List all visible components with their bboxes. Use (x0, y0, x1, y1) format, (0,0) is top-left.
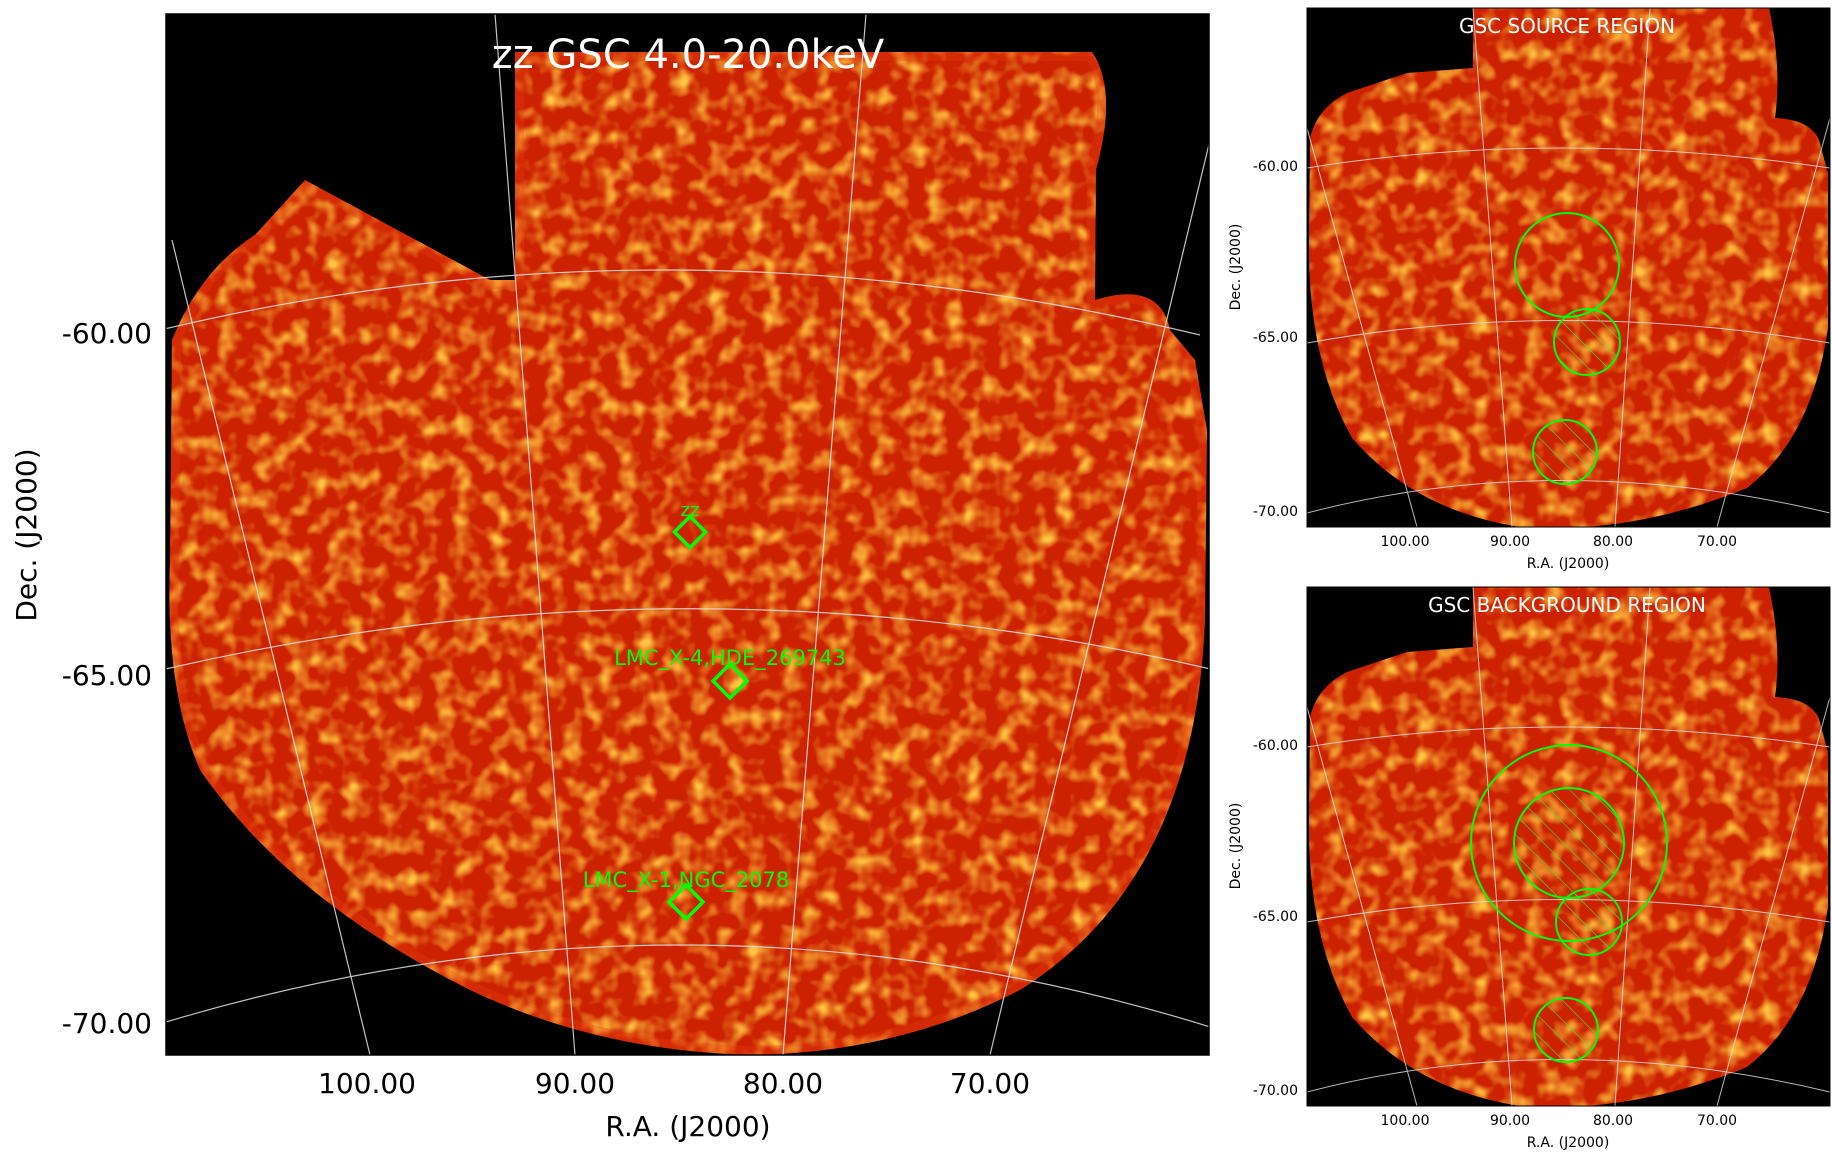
background-annulus-inner (1513, 787, 1625, 899)
source-label: LMC_X-1,NGC_2078 (583, 868, 790, 893)
main-panel: zz GSC 4.0-20.0keV zz LMC_X-4,HDE_269743… (10, 13, 1210, 1143)
source-y-axis-label: Dec. (J2000) (1228, 224, 1244, 311)
y-tick-label: -60.00 (62, 317, 152, 350)
background-panel-title: GSC BACKGROUND REGION (1428, 593, 1706, 617)
source-region-panel: GSC SOURCE REGION -60.00 -65.00 -70.00 1… (1228, 7, 1831, 572)
background-x-ticks: 100.00 90.00 80.00 70.00 (1381, 1113, 1738, 1129)
source-y-ticks: -60.00 -65.00 -70.00 (1253, 159, 1298, 520)
background-x-axis-label: R.A. (J2000) (1527, 1135, 1610, 1151)
x-tick-label: 100.00 (1381, 1113, 1430, 1129)
excluded-source-lmc-x1 (1532, 419, 1598, 485)
diamond-icon (671, 513, 709, 551)
main-title: zz GSC 4.0-20.0keV (492, 32, 885, 78)
main-x-ticks: 100.00 90.00 80.00 70.00 (318, 1067, 1030, 1100)
main-y-axis-label: Dec. (J2000) (10, 448, 43, 621)
y-tick-label: -60.00 (1253, 738, 1298, 754)
x-tick-label: 80.00 (1593, 1113, 1633, 1129)
x-tick-label: 70.00 (1697, 1113, 1737, 1129)
x-tick-label: 70.00 (1697, 534, 1737, 550)
x-tick-label: 80.00 (1593, 534, 1633, 550)
x-tick-label: 90.00 (1490, 1113, 1530, 1129)
main-x-axis-label: R.A. (J2000) (605, 1110, 770, 1143)
source-frame (1306, 7, 1831, 528)
background-region-panel: GSC BACKGROUND REGION -60.00 -65.00 -70.… (1228, 586, 1831, 1151)
source-panel-title: GSC SOURCE REGION (1459, 14, 1675, 38)
diamond-icon (710, 661, 750, 701)
y-tick-label: -70.00 (62, 1007, 152, 1040)
y-tick-label: -70.00 (1253, 1083, 1298, 1099)
background-y-ticks: -60.00 -65.00 -70.00 (1253, 738, 1298, 1099)
main-frame (165, 13, 1210, 1056)
source-marker-lmc-x4[interactable]: LMC_X-4,HDE_269743 (614, 646, 846, 701)
background-region-circles (1470, 744, 1668, 1063)
coordinate-grid (1307, 587, 1830, 1106)
y-tick-label: -65.00 (1253, 909, 1298, 925)
coordinate-grid (1307, 8, 1830, 527)
source-x-axis-label: R.A. (J2000) (1527, 556, 1610, 572)
x-tick-label: 90.00 (535, 1067, 615, 1100)
source-x-ticks: 100.00 90.00 80.00 70.00 (1381, 534, 1738, 550)
excluded-source-lmc-x4 (1555, 888, 1623, 956)
source-label: LMC_X-4,HDE_269743 (614, 646, 846, 671)
x-tick-label: 100.00 (1381, 534, 1430, 550)
source-marker-zz[interactable]: zz (671, 500, 709, 551)
diamond-icon (666, 882, 706, 922)
x-tick-label: 100.00 (318, 1067, 416, 1100)
y-tick-label: -60.00 (1253, 159, 1298, 175)
source-region-circles (1514, 212, 1621, 485)
y-tick-label: -70.00 (1253, 504, 1298, 520)
excluded-source-lmc-x1 (1533, 997, 1599, 1063)
x-tick-label: 90.00 (1490, 534, 1530, 550)
y-tick-label: -65.00 (62, 659, 152, 692)
background-frame (1306, 586, 1831, 1107)
coordinate-grid (166, 14, 1209, 1055)
background-y-axis-label: Dec. (J2000) (1228, 803, 1244, 890)
source-marker-lmc-x1[interactable]: LMC_X-1,NGC_2078 (583, 868, 790, 922)
y-tick-label: -65.00 (1253, 330, 1298, 346)
source-label: zz (681, 500, 700, 521)
main-y-ticks: -60.00 -65.00 -70.00 (62, 317, 152, 1040)
excluded-source-lmc-x4 (1553, 308, 1621, 376)
x-tick-label: 70.00 (950, 1067, 1030, 1100)
x-tick-label: 80.00 (743, 1067, 823, 1100)
